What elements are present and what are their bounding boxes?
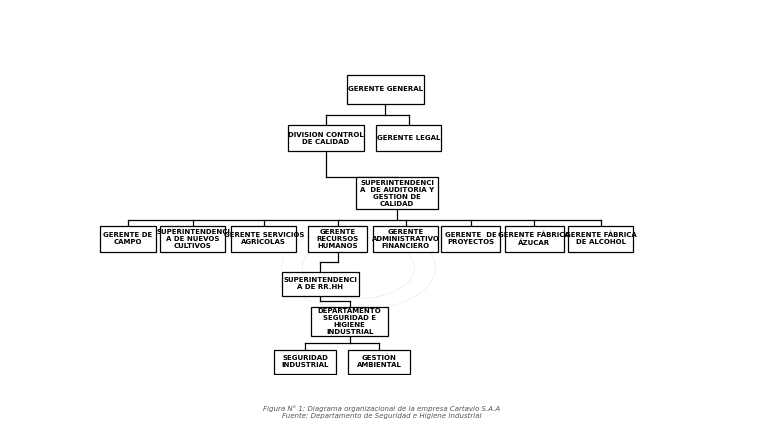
FancyBboxPatch shape xyxy=(288,125,365,151)
FancyBboxPatch shape xyxy=(441,226,501,251)
Text: SUPERINTENDENCI
A  DE AUDITORIA Y
GESTION DE
CALIDAD: SUPERINTENDENCI A DE AUDITORIA Y GESTION… xyxy=(360,180,434,207)
FancyBboxPatch shape xyxy=(274,349,336,374)
FancyBboxPatch shape xyxy=(376,125,441,151)
Text: GERENTE  DE
PROYECTOS: GERENTE DE PROYECTOS xyxy=(445,232,497,245)
FancyBboxPatch shape xyxy=(311,306,388,336)
Text: SUPERINTENDENCI
A DE RR.HH: SUPERINTENDENCI A DE RR.HH xyxy=(283,277,357,290)
Text: Figura N° 1: Diagrama organizacional de la empresa Cartavio S.A.A
Fuente: Depart: Figura N° 1: Diagrama organizacional de … xyxy=(263,405,500,419)
FancyBboxPatch shape xyxy=(231,226,296,251)
Text: GERENTE GENERAL: GERENTE GENERAL xyxy=(348,86,423,93)
Text: GERENTE DE
CAMPO: GERENTE DE CAMPO xyxy=(103,232,153,245)
FancyBboxPatch shape xyxy=(100,226,156,251)
Text: GERENTE
ADMINISTRATIVO
FINANCIERO: GERENTE ADMINISTRATIVO FINANCIERO xyxy=(372,229,439,248)
Text: GERENTE
RECURSOS
HUMANOS: GERENTE RECURSOS HUMANOS xyxy=(317,229,359,248)
FancyBboxPatch shape xyxy=(282,272,359,296)
Text: SEGURIDAD
INDUSTRIAL: SEGURIDAD INDUSTRIAL xyxy=(282,355,329,368)
Text: GERENTE FÁBRICA
ÁZUCAR: GERENTE FÁBRICA ÁZUCAR xyxy=(498,232,570,245)
FancyBboxPatch shape xyxy=(160,226,226,251)
Text: SUPERINTENDENCI
A DE NUEVOS
CULTIVOS: SUPERINTENDENCI A DE NUEVOS CULTIVOS xyxy=(156,229,230,248)
FancyBboxPatch shape xyxy=(346,75,423,104)
FancyBboxPatch shape xyxy=(568,226,633,251)
FancyBboxPatch shape xyxy=(308,226,368,251)
FancyBboxPatch shape xyxy=(504,226,564,251)
Text: DEPARTAMENTO
SEGURIDAD E
HIGIENE
INDUSTRIAL: DEPARTAMENTO SEGURIDAD E HIGIENE INDUSTR… xyxy=(317,308,382,335)
FancyBboxPatch shape xyxy=(356,177,439,209)
Text: GESTIÓN
AMBIENTAL: GESTIÓN AMBIENTAL xyxy=(357,355,401,368)
FancyBboxPatch shape xyxy=(373,226,439,251)
Text: GERENTE SERVICIOS
AGRÍCOLAS: GERENTE SERVICIOS AGRÍCOLAS xyxy=(224,232,304,245)
Text: GERENTE LEGAL: GERENTE LEGAL xyxy=(377,135,440,141)
Text: DIVISION CONTROL
DE CALIDAD: DIVISION CONTROL DE CALIDAD xyxy=(288,131,364,144)
FancyBboxPatch shape xyxy=(348,349,410,374)
Text: GERENTE FÁBRICA
DE ALCOHOL: GERENTE FÁBRICA DE ALCOHOL xyxy=(565,232,637,245)
